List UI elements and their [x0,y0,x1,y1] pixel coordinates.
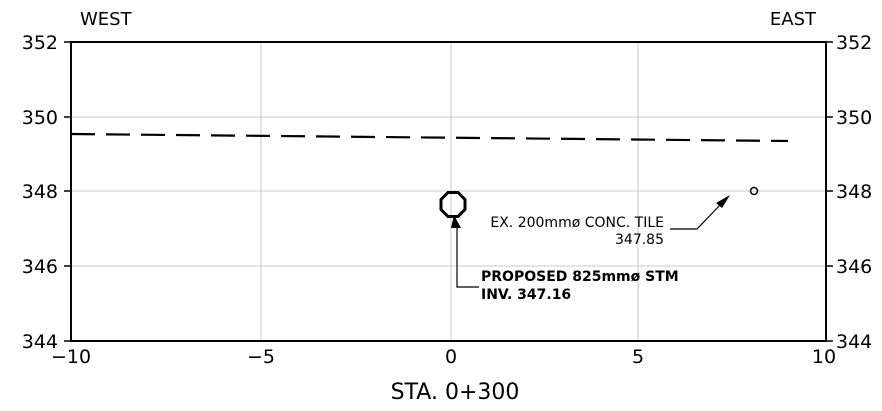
x-axis-labels: −10 −5 0 5 10 [51,346,836,368]
y-tick-label: 346 [22,256,58,278]
tick-marks [64,41,833,342]
y-tick-label: 344 [836,331,872,353]
y-tick-label: 350 [836,107,872,129]
y-tick-label: 352 [836,32,872,54]
y-tick-label: 348 [836,181,872,203]
y-axis-left-labels: 352 350 348 346 344 [22,32,58,353]
x-tick-label: −5 [247,346,275,368]
proposed-pipe-label: PROPOSED 825mmø STM [481,269,679,285]
proposed-pipe-invert: INV. 347.16 [481,287,571,303]
y-tick-label: 348 [22,181,58,203]
x-tick-label: −10 [51,346,91,368]
x-tick-label: 5 [632,346,644,368]
x-tick-label: 0 [445,346,457,368]
proposed-pipe-arrowhead [451,215,461,228]
station-label: STA. 0+300 [391,380,520,405]
proposed-storm-pipe-symbol [439,191,467,218]
y-tick-label: 346 [836,256,872,278]
y-tick-label: 350 [22,107,58,129]
x-tick-label: 10 [812,346,836,368]
existing-tile-leader [670,202,723,230]
y-tick-label: 344 [22,331,58,353]
y-axis-right-labels: 352 350 348 346 344 [836,32,872,353]
y-tick-label: 352 [22,32,58,54]
east-label: EAST [770,9,817,30]
existing-tile-label: EX. 200mmø CONC. TILE [490,215,664,231]
existing-tile-arrowhead [716,195,730,208]
proposed-pipe-leader [456,226,479,288]
existing-tile-symbol [749,186,759,196]
west-label: WEST [80,9,133,30]
existing-tile-elevation: 347.85 [615,232,664,248]
existing-ground-profile [70,132,789,143]
